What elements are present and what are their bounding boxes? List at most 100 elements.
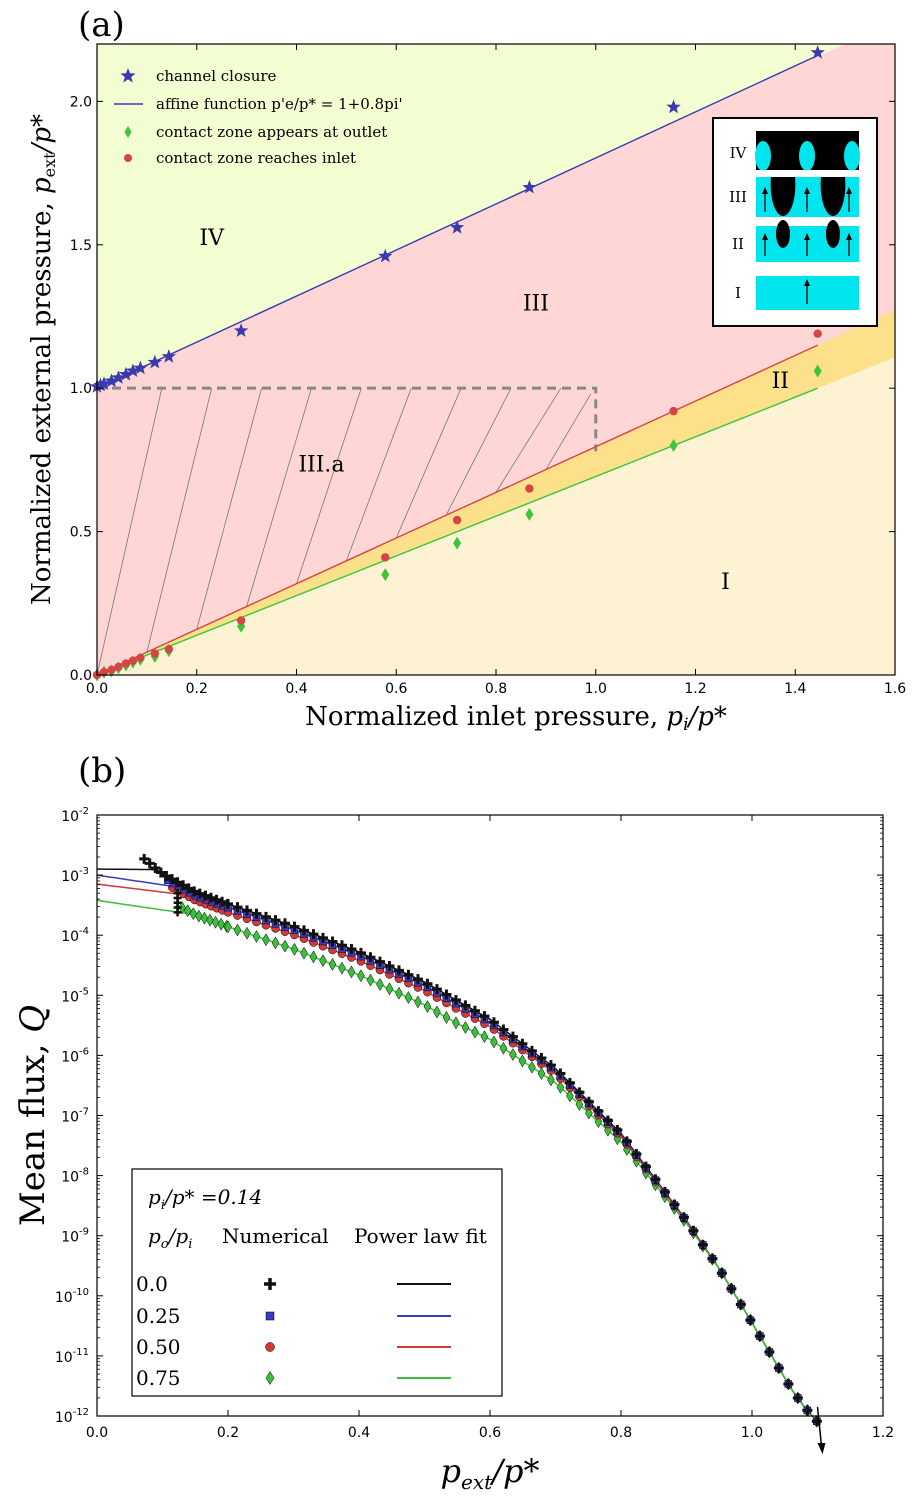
inset-arrowhead <box>762 187 768 194</box>
data-point <box>355 947 366 958</box>
y-tick-label: 1.5 <box>70 238 92 254</box>
closure-point <box>104 373 119 388</box>
inlet-point <box>381 553 390 562</box>
data-point <box>509 1048 517 1062</box>
data-point <box>232 902 243 913</box>
data-point <box>404 991 413 1005</box>
y-tick-label: 10-6 <box>61 1046 89 1065</box>
inset-arrowhead <box>804 233 810 240</box>
data-point <box>499 1041 508 1055</box>
legend-title-var: p <box>148 1185 161 1209</box>
inset-label: IV <box>730 144 748 162</box>
legend-text: contact zone reaches inlet <box>156 149 356 167</box>
x-tick-label: 0.8 <box>485 681 507 697</box>
contact-blob <box>776 220 790 248</box>
x-label-sub: i <box>683 715 688 735</box>
legend-text: affine function p'e/p* = 1+0.8pi' <box>156 95 403 113</box>
y-tick-exponent: -11 <box>73 1347 89 1358</box>
data-point <box>223 898 233 909</box>
data-point <box>195 909 203 923</box>
x-axis-label-a: Normalized inlet pressure, pi/p* <box>305 702 727 735</box>
data-point <box>260 911 271 922</box>
data-point <box>678 1212 689 1223</box>
axis-ticks-a: 0.0 0.2 0.4 0.6 0.8 1.0 1.2 1.4 1.6 0.0 0.5 1.0 1.5 2… <box>70 44 906 697</box>
legend-row-label: 0.75 <box>136 1366 181 1390</box>
legend-row-label: 0.50 <box>136 1335 181 1359</box>
data-point <box>479 1011 490 1022</box>
data-point <box>507 1031 518 1042</box>
y-tick-label: 10-10 <box>55 1287 89 1306</box>
outlet-point <box>381 568 390 582</box>
dashed-box <box>97 386 598 452</box>
legend-diamond <box>124 126 132 138</box>
legend-header-var2: p <box>175 1224 188 1248</box>
hatch-line <box>196 388 262 630</box>
markers-a <box>89 45 825 682</box>
data-point <box>308 929 319 940</box>
data-point <box>460 1000 471 1011</box>
data-point <box>183 883 194 894</box>
y-axis-label-a: Normalized external pressure, pext/p* <box>27 114 59 605</box>
legend-text: channel closure <box>156 67 277 85</box>
inset-gap <box>756 170 859 177</box>
inlet-point <box>99 667 109 677</box>
data-point <box>547 1073 555 1087</box>
inset-arrowhead <box>804 279 810 286</box>
data-point <box>754 1331 765 1342</box>
x-tick-label: 1.4 <box>784 681 806 697</box>
data-point <box>583 1096 594 1107</box>
data-point <box>173 908 182 917</box>
data-point <box>450 994 461 1005</box>
panel-label-a: (a) <box>78 5 125 45</box>
down-arrow-head <box>817 1443 826 1454</box>
y-tick-base: 10 <box>61 929 79 945</box>
data-point <box>347 965 356 979</box>
x-axis-label-b: pext/p* <box>441 1452 540 1494</box>
y-tick-label: 10-11 <box>55 1347 89 1366</box>
x-tick-label: 1.0 <box>741 1425 763 1441</box>
inlet-point <box>813 329 822 338</box>
inlet-fit-line <box>97 344 818 675</box>
y-tick-label: 2.0 <box>70 94 92 110</box>
data-point <box>792 1392 803 1403</box>
inset-arrowhead <box>846 233 852 240</box>
inlet-point <box>669 406 678 416</box>
data-point <box>442 1010 451 1024</box>
data-point <box>327 936 338 947</box>
x-tick-label: 1.6 <box>884 681 906 697</box>
closure-point <box>96 376 112 390</box>
x-tick-label: 0.4 <box>285 681 307 697</box>
data-point <box>178 901 186 915</box>
data-point <box>395 986 403 1000</box>
inlet-point <box>121 659 131 668</box>
x-label-text: Normalized inlet pressure, <box>305 702 666 732</box>
y-tick-label: 10-4 <box>61 926 89 945</box>
hatch-line <box>545 393 592 470</box>
y-label-var: Q <box>13 1005 53 1033</box>
data-point <box>688 1225 699 1236</box>
data-point <box>317 932 328 943</box>
fluid-pocket <box>755 141 771 171</box>
down-arrow <box>816 1406 823 1447</box>
data-point <box>374 956 385 967</box>
y-tick-exponent: -10 <box>73 1287 89 1298</box>
data-point <box>365 952 376 963</box>
data-point <box>211 915 220 929</box>
closure-point <box>147 354 162 369</box>
data-point <box>357 969 365 983</box>
data-point <box>650 1174 661 1185</box>
legend-marker <box>265 1342 275 1352</box>
outlet-point <box>525 507 534 521</box>
legend-marker <box>265 1371 275 1385</box>
y-tick-exponent: -8 <box>79 1167 89 1178</box>
x-tick-label: 1.2 <box>872 1425 894 1441</box>
data-point <box>376 977 384 991</box>
inlet-point <box>150 649 160 658</box>
hatch-line <box>146 388 213 653</box>
fluid-pocket <box>844 141 860 171</box>
closure-point <box>666 99 681 114</box>
data-point <box>393 965 404 976</box>
inlet-point <box>128 656 138 665</box>
